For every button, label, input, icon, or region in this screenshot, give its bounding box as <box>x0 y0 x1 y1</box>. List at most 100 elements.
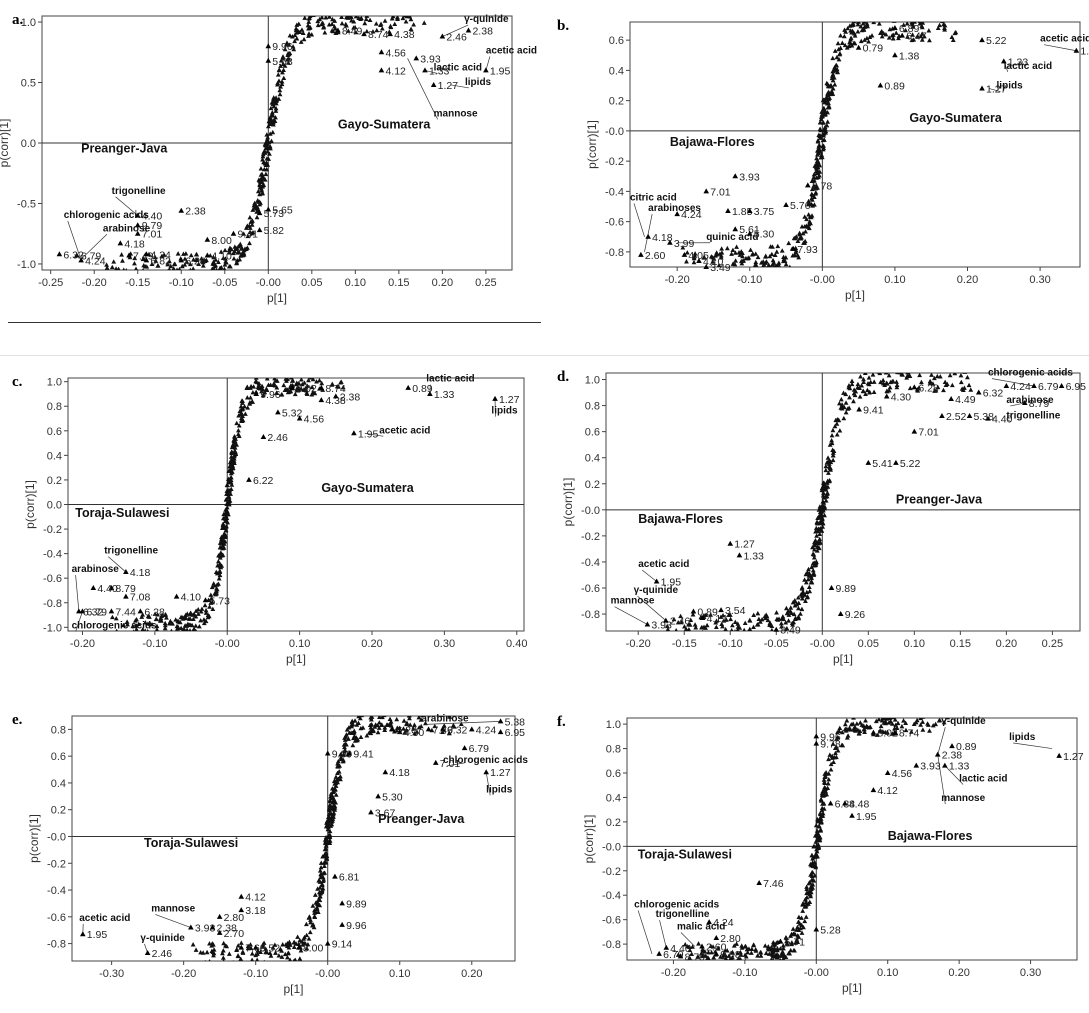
group-label-left: Preanger-Java <box>81 142 168 156</box>
cloud-point <box>193 614 199 619</box>
data-point-label: 8.00 <box>211 235 232 247</box>
cloud-point <box>719 246 725 251</box>
cloud-point <box>701 624 707 629</box>
cloud-point <box>721 618 727 623</box>
data-point <box>461 745 468 751</box>
data-point <box>79 608 86 614</box>
data-point <box>123 569 129 575</box>
cloud-point <box>187 612 193 617</box>
cloud-point <box>708 612 714 617</box>
data-point <box>324 750 331 756</box>
cloud-point <box>296 941 302 946</box>
annotation-leader-line <box>937 727 946 755</box>
cloud-point <box>438 716 444 718</box>
cloud-point <box>903 27 908 33</box>
cloud-point <box>689 951 695 956</box>
cloud-point <box>217 269 218 270</box>
cloud-point <box>316 878 322 883</box>
cloud-point <box>921 369 926 373</box>
cloud-point <box>882 368 887 372</box>
data-point-label: 6.79 <box>469 743 490 755</box>
cloud-point <box>723 956 729 960</box>
data-point-label: 3.67 <box>375 807 396 819</box>
cloud-point <box>941 22 946 27</box>
cloud-point <box>742 952 748 957</box>
cloud-point <box>211 254 217 260</box>
cloud-point <box>280 942 286 947</box>
data-point <box>837 611 844 617</box>
cloud-point <box>799 930 805 935</box>
cloud-point <box>804 886 810 892</box>
data-point <box>246 476 252 482</box>
cloud-point <box>276 953 282 958</box>
data-point <box>465 27 472 33</box>
data-point <box>216 929 223 935</box>
group-label-left: Toraja-Sulawesi <box>75 506 169 520</box>
data-point <box>713 950 720 956</box>
cloud-point <box>159 612 165 617</box>
data-point-label: 5.65 <box>272 205 293 217</box>
cloud-point <box>726 612 732 617</box>
cloud-point <box>926 28 932 33</box>
cloud-point <box>304 932 310 938</box>
data-point-label: 7.44 <box>115 606 136 618</box>
cloud-point <box>285 52 291 57</box>
data-point-label: 3.49 <box>710 262 731 274</box>
cloud-point <box>838 396 844 402</box>
cloud-point <box>843 391 849 397</box>
cloud-point <box>276 78 282 83</box>
cloud-point <box>881 714 886 718</box>
cloud-point <box>174 268 176 270</box>
cloud-point <box>830 457 836 463</box>
cloud-point <box>834 421 840 426</box>
cloud-point <box>308 919 313 925</box>
data-point-label: 7.01 <box>142 229 163 241</box>
cloud-point <box>817 120 823 125</box>
cloud-point <box>268 953 274 958</box>
cloud-point <box>224 482 230 487</box>
cloud-point <box>821 777 827 782</box>
data-point <box>1000 58 1007 64</box>
cloud-point <box>775 945 780 951</box>
cloud-point <box>314 379 319 384</box>
cloud-point <box>828 83 833 88</box>
data-point-label: 6.38 <box>835 799 856 811</box>
data-point-label: 9.14 <box>332 939 353 951</box>
cloud-point <box>733 258 739 263</box>
cloud-point <box>731 943 737 948</box>
cloud-point <box>885 16 890 20</box>
cloud-point <box>446 730 452 736</box>
cloud-point <box>309 392 315 397</box>
annotation-leader-line <box>659 920 667 948</box>
cloud-point <box>273 960 274 961</box>
cloud-point <box>279 79 285 84</box>
cloud-point <box>836 46 842 52</box>
cloud-point <box>218 268 220 270</box>
cloud-point <box>943 17 948 21</box>
cloud-point <box>739 943 745 948</box>
cloud-point <box>934 373 940 379</box>
data-point <box>696 257 702 263</box>
data-point <box>727 540 734 546</box>
data-point <box>681 251 688 257</box>
cloud-point <box>229 482 235 487</box>
cloud-point <box>340 384 346 390</box>
cloud-point <box>837 401 842 406</box>
cloud-point <box>825 110 830 115</box>
cloud-point <box>378 16 384 17</box>
data-point <box>855 44 862 50</box>
data-point <box>813 926 820 932</box>
compound-annotation: acetic acid <box>379 425 430 436</box>
data-point-label: 2.46 <box>446 32 467 44</box>
cloud-point <box>895 367 900 371</box>
cloud-point <box>238 940 244 945</box>
cloud-point <box>821 120 826 125</box>
data-point <box>777 938 784 944</box>
cloud-point <box>813 191 818 196</box>
data-point <box>773 626 780 632</box>
cloud-point <box>333 792 339 797</box>
cloud-point <box>134 271 139 275</box>
cloud-point <box>188 252 194 258</box>
data-point <box>389 726 396 732</box>
y-tick-label: -1.0 <box>43 622 62 634</box>
